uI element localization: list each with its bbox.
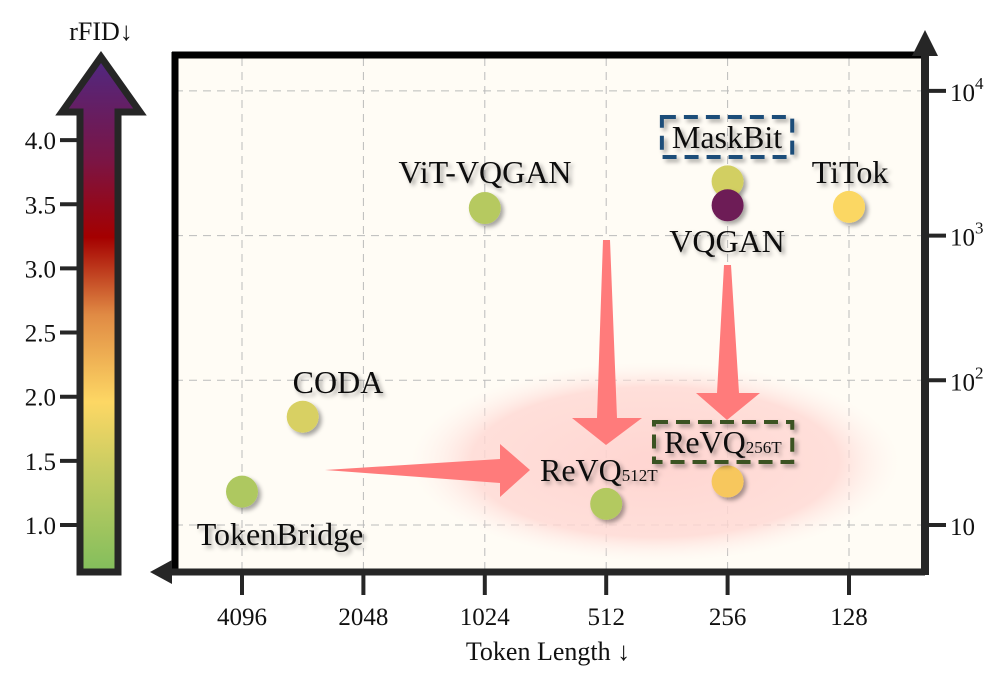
colorbar-tick-label: 2.0 xyxy=(25,385,56,412)
arrow-to-revq512 xyxy=(572,240,642,445)
colorbar-tick-label: 2.5 xyxy=(25,321,56,348)
x-tick-label: 128 xyxy=(830,604,868,631)
colorbar-arrow xyxy=(55,50,147,576)
x-tick-label: 512 xyxy=(587,604,625,631)
colorbar-tick-label: 1.0 xyxy=(25,513,56,540)
highlight-box xyxy=(652,420,795,464)
point-label: CODA xyxy=(293,364,384,400)
axes: 4096 2048 1024 512 256 128 Token Length ↓ 10 102… xyxy=(150,30,984,666)
point-label: TokenBridge xyxy=(197,516,364,552)
point-vit-vqgan xyxy=(468,192,501,225)
x-tick-label: 4096 xyxy=(217,604,267,631)
y-axis-arrowhead xyxy=(912,30,938,56)
x-axis-arrowhead xyxy=(150,560,172,584)
point-label: ViT-VQGAN xyxy=(399,154,572,190)
colorbar-tick-label: 3.5 xyxy=(25,192,56,219)
y-tick-label: 103 xyxy=(950,219,984,252)
y-tick-label: 10 xyxy=(950,514,975,541)
colorbar-tick-label: 4.0 xyxy=(25,128,56,155)
point-tokenbridge xyxy=(226,475,258,508)
point-vqgan xyxy=(711,189,744,222)
x-tick-label: 2048 xyxy=(338,604,388,631)
colorbar-label: rFID↓ xyxy=(69,17,133,46)
point-coda xyxy=(286,400,319,433)
x-axis-label: Token Length ↓ xyxy=(466,637,630,666)
y-tick-label: 104 xyxy=(950,74,984,107)
point-label: ReVQ512T xyxy=(540,452,658,488)
point-label: MaskBit xyxy=(672,119,782,155)
y-tick-label: 102 xyxy=(950,363,984,396)
point-titok xyxy=(833,190,865,223)
point-label: VQGAN xyxy=(669,223,785,259)
arrow-to-revq256 xyxy=(696,265,760,420)
colorbar-tick-label: 3.0 xyxy=(25,256,56,283)
colorbar-tick-label: 1.5 xyxy=(25,449,56,476)
x-tick-label: 256 xyxy=(709,604,747,631)
point-revq256t xyxy=(711,465,744,498)
points: TokenBridge CODA ViT-VQGAN ReVQ512TReVQ256T… xyxy=(197,115,889,552)
point-revq512t xyxy=(590,487,623,520)
arrow-horizontal xyxy=(325,444,530,497)
highlight-box xyxy=(659,115,795,159)
annotation-arrows xyxy=(325,240,760,497)
point-label: TiTok xyxy=(812,154,889,190)
point-maskbit xyxy=(711,165,744,198)
colorbar: rFID↓ 1.0 1.5 2.0 2.5 3.0 3.5 4.0 xyxy=(25,17,147,576)
point-label: ReVQ256T xyxy=(664,424,782,460)
x-tick-label: 1024 xyxy=(460,604,511,631)
